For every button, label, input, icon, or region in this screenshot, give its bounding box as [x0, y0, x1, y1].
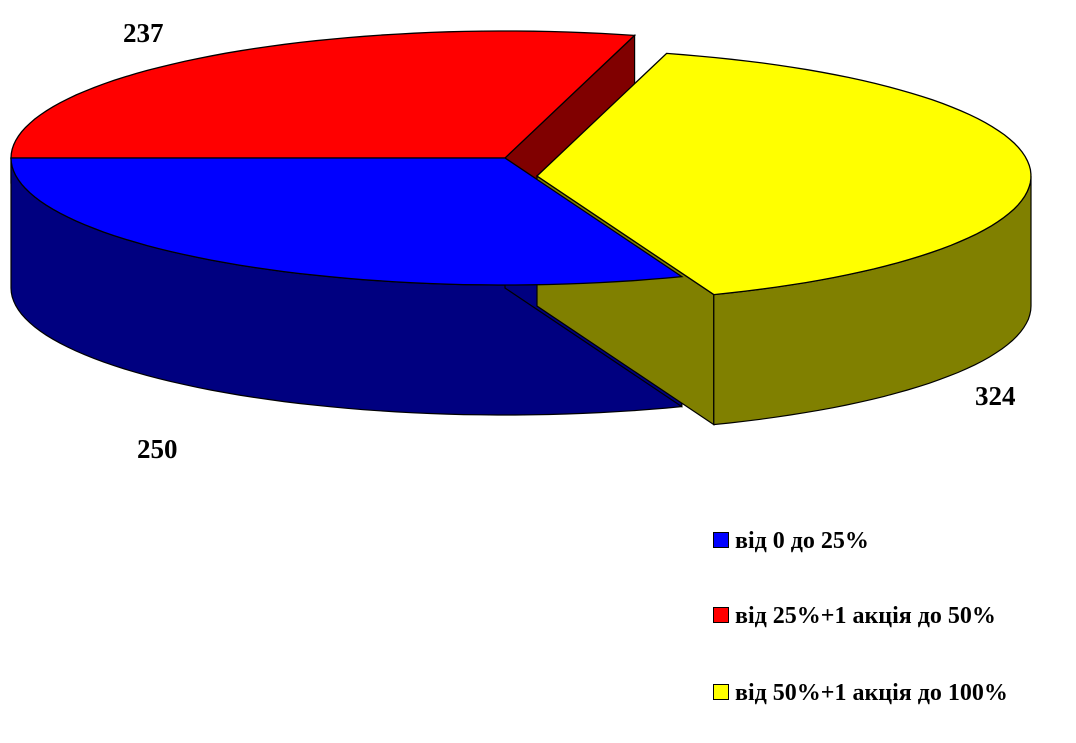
legend-swatch: [713, 607, 729, 623]
data-label-slice-2: 237: [123, 18, 164, 48]
legend-swatch: [713, 532, 729, 548]
data-label-slice-1: 250: [137, 434, 178, 464]
pie-slices: [10, 30, 1032, 426]
pie-slice: [10, 30, 637, 159]
legend-label: від 0 до 25%: [735, 528, 869, 554]
legend-label: від 25%+1 акція до 50%: [735, 603, 996, 629]
legend-item: від 50%+1 акція до 100%: [713, 680, 1065, 706]
legend-item: від 0 до 25%: [713, 528, 1065, 554]
legend-label: від 50%+1 акція до 100%: [735, 680, 1008, 706]
legend-swatch: [713, 684, 729, 700]
pie-slice: [10, 157, 684, 286]
legend-item: від 25%+1 акція до 50%: [713, 603, 1065, 629]
data-label-slice-3: 324: [975, 381, 1016, 411]
pie-slice: [535, 52, 1032, 296]
